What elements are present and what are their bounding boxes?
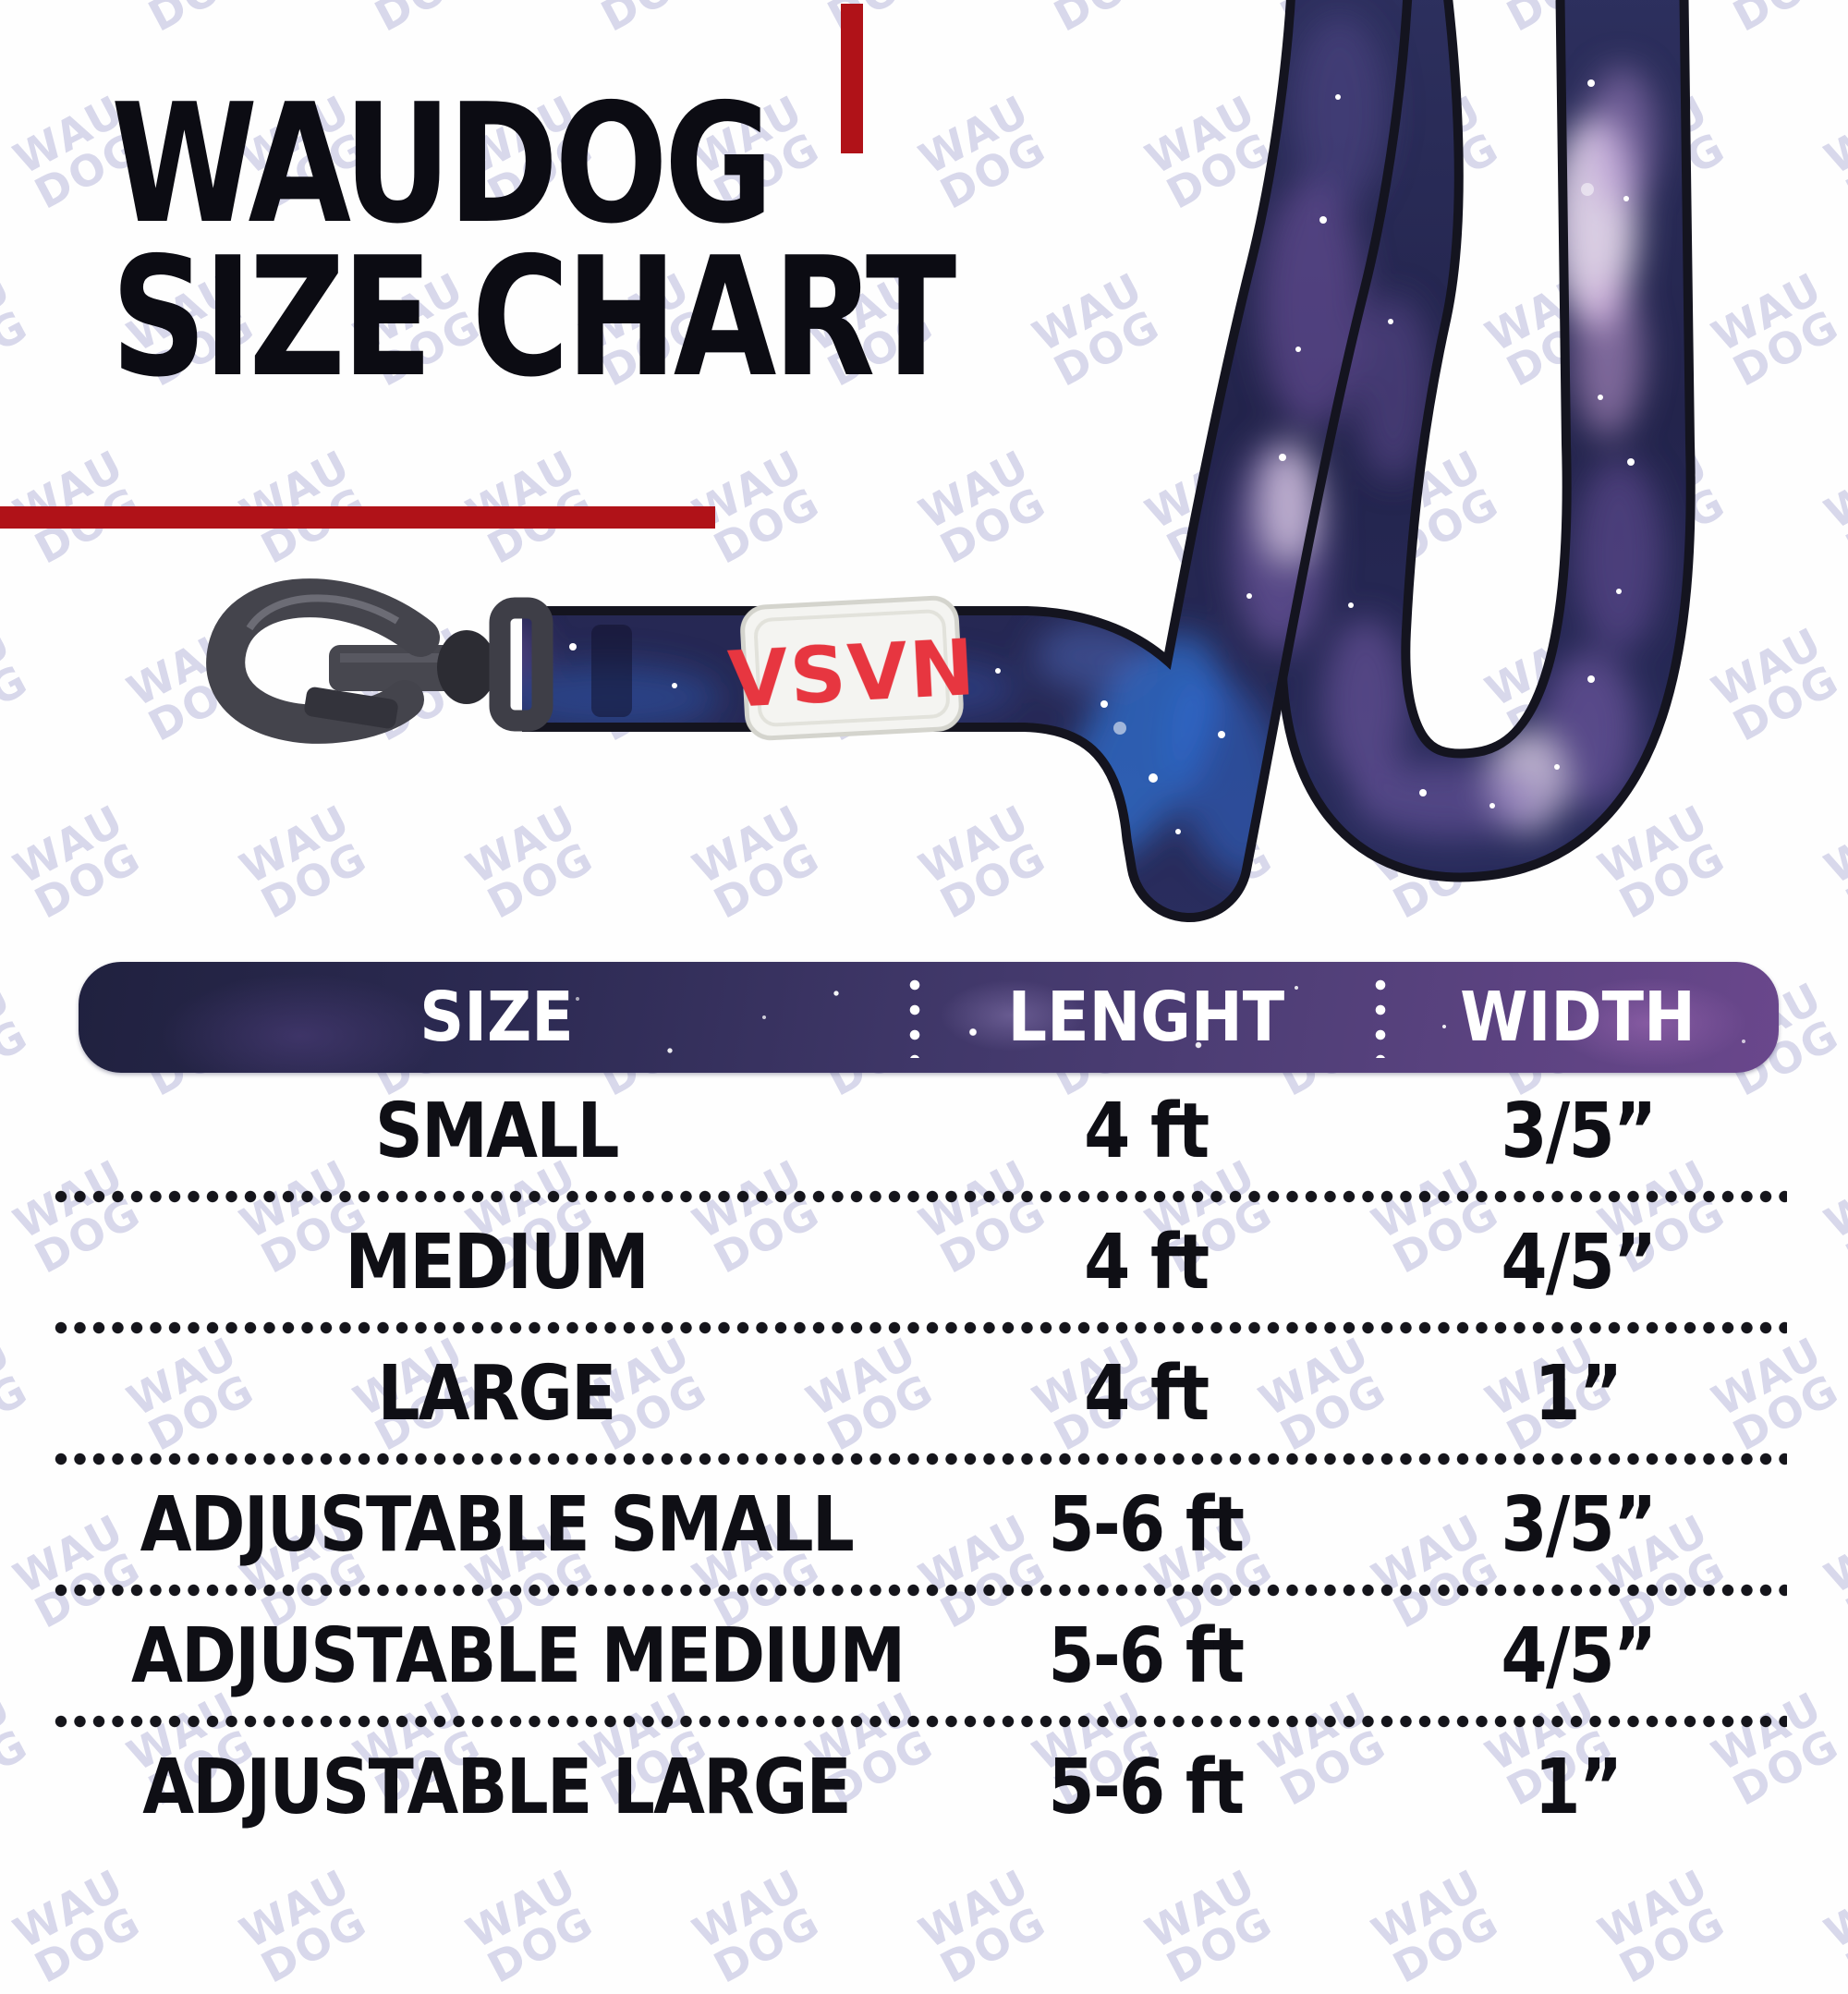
watermark-text: WAU DOG	[1817, 1859, 1848, 1993]
row-separator	[54, 1714, 1787, 1729]
cell-length: 5-6 ft	[1048, 1611, 1246, 1700]
column-header-size: SIZE	[419, 978, 574, 1057]
watermark-text: WAU DOG	[685, 1859, 829, 1993]
header-dotted-divider	[909, 977, 920, 1058]
cell-width: 4/5”	[1500, 1611, 1657, 1700]
watermark-text: WAU DOG	[0, 1327, 37, 1461]
cell-size: MEDIUM	[345, 1218, 650, 1307]
table-row-adjustable-medium: ADJUSTABLE MEDIUM 5-6 ft 4/5”	[79, 1598, 1779, 1714]
watermark-text: WAU DOG	[458, 1859, 602, 1993]
table-row-medium: MEDIUM 4 ft 4/5”	[79, 1204, 1779, 1320]
watermark-text: WAU DOG	[1137, 1859, 1282, 1993]
size-chart-table: SIZE LENGHT WIDTH SMALL 4 ft 3/5” MEDIUM…	[54, 962, 1787, 1845]
cell-width: 3/5”	[1500, 1480, 1657, 1569]
cell-width: 1”	[1534, 1349, 1623, 1438]
table-row-adjustable-small: ADJUSTABLE SMALL 5-6 ft 3/5”	[79, 1466, 1779, 1583]
strap-fold-shadow	[591, 625, 632, 717]
table-row-adjustable-large: ADJUSTABLE LARGE 5-6 ft 1”	[79, 1729, 1779, 1845]
cell-width: 1”	[1534, 1743, 1623, 1831]
table-header: SIZE LENGHT WIDTH	[79, 962, 1779, 1073]
table-row-large: LARGE 4 ft 1”	[79, 1335, 1779, 1452]
cell-size: LARGE	[377, 1349, 617, 1438]
nasa-label: VSVN	[725, 595, 979, 741]
header-dotted-divider	[1375, 977, 1386, 1058]
cell-size: ADJUSTABLE LARGE	[142, 1743, 853, 1831]
watermark-text: WAU DOG	[0, 1682, 37, 1816]
watermark-text: WAU DOG	[1817, 1149, 1848, 1283]
leash-photo: VSVN	[206, 0, 1848, 979]
column-header-length: LENGHT	[1007, 978, 1284, 1057]
watermark-text: WAU DOG	[1590, 1859, 1734, 1993]
row-separator	[54, 1452, 1787, 1466]
row-separator	[54, 1320, 1787, 1335]
watermark-text: WAU DOG	[911, 1859, 1055, 1993]
watermark-text: WAU DOG	[232, 1859, 376, 1993]
page-title: WAUDOG SIZE CHART	[111, 68, 956, 413]
cell-length: 4 ft	[1083, 1218, 1210, 1307]
cell-size: ADJUSTABLE MEDIUM	[131, 1611, 906, 1700]
row-separator	[54, 1583, 1787, 1598]
cell-length: 5-6 ft	[1048, 1480, 1246, 1569]
cell-size: ADJUSTABLE SMALL	[140, 1480, 855, 1569]
cell-width: 4/5”	[1500, 1218, 1657, 1307]
title-line-2: SIZE CHART	[111, 222, 956, 413]
column-header-width: WIDTH	[1460, 978, 1696, 1057]
watermark-text: WAU DOG	[1817, 1504, 1848, 1638]
watermark-text: WAU DOG	[1364, 1859, 1508, 1993]
cell-size: SMALL	[375, 1087, 620, 1175]
cell-length: 4 ft	[1083, 1349, 1210, 1438]
cell-width: 3/5”	[1500, 1087, 1657, 1175]
watermark-text: WAU DOG	[0, 972, 37, 1106]
leash-snap-hook-icon	[206, 578, 553, 744]
watermark-text: WAU DOG	[6, 1859, 150, 1993]
title-line-1: WAUDOG	[111, 68, 773, 260]
row-separator	[54, 1189, 1787, 1204]
cell-length: 5-6 ft	[1048, 1743, 1246, 1831]
table-row-small: SMALL 4 ft 3/5”	[79, 1073, 1779, 1189]
cell-length: 4 ft	[1083, 1087, 1210, 1175]
nasa-label-text: VSVN	[725, 622, 979, 725]
